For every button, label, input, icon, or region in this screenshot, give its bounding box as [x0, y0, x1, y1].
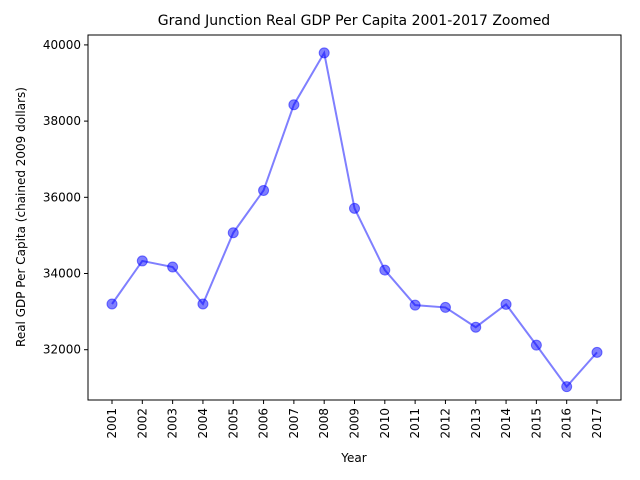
x-tick-label: 2009 [348, 408, 362, 439]
data-point [197, 298, 209, 310]
x-tick-label: 2010 [378, 408, 392, 439]
data-point [258, 184, 270, 196]
x-tick-label: 2005 [226, 408, 240, 439]
x-tick-label: 2008 [317, 408, 331, 439]
plot-area: 2001 2002 2003 2004 2005 2006 2007 2008 2009 2010… [43, 34, 622, 439]
x-tick-label: 2003 [166, 408, 180, 439]
chart-title: Grand Junction Real GDP Per Capita 2001-… [158, 13, 550, 29]
x-tick-label: 2014 [499, 408, 513, 439]
y-axis-label: Real GDP Per Capita (chained 2009 dollar… [14, 87, 28, 347]
x-tick-label: 2004 [196, 408, 210, 439]
data-point [470, 321, 482, 333]
x-axis-label: Year [340, 451, 366, 465]
x-tick-label: 2012 [438, 408, 452, 439]
data-point [349, 202, 360, 214]
x-tick-label: 2001 [105, 408, 119, 439]
data-point [561, 381, 573, 393]
y-tick-label: 32000 [43, 343, 81, 357]
y-tick-label: 38000 [43, 114, 81, 128]
y-tick-label: 34000 [43, 267, 81, 281]
series-line [111, 50, 598, 389]
x-tick-label: 2015 [529, 408, 543, 439]
data-point [439, 301, 451, 313]
x-tick-label: 2002 [135, 408, 149, 439]
data-point [288, 99, 300, 111]
data-point [318, 47, 330, 59]
y-tick-label: 40000 [43, 38, 81, 52]
x-tick-label: 2006 [257, 408, 271, 439]
data-point [167, 261, 179, 273]
x-tick-label: 2013 [469, 408, 483, 439]
data-point [106, 298, 118, 310]
data-point [530, 339, 542, 351]
data-point [500, 298, 512, 310]
x-tick-label: 2017 [590, 408, 604, 439]
data-point [591, 346, 603, 358]
data-point [379, 264, 391, 276]
data-point [136, 255, 148, 267]
y-tick-label: 36000 [43, 190, 81, 204]
x-tick-label: 2007 [287, 408, 301, 439]
data-point [409, 299, 421, 311]
x-tick-label: 2011 [408, 408, 422, 439]
data-point [227, 227, 239, 239]
x-tick-label: 2016 [560, 408, 574, 439]
